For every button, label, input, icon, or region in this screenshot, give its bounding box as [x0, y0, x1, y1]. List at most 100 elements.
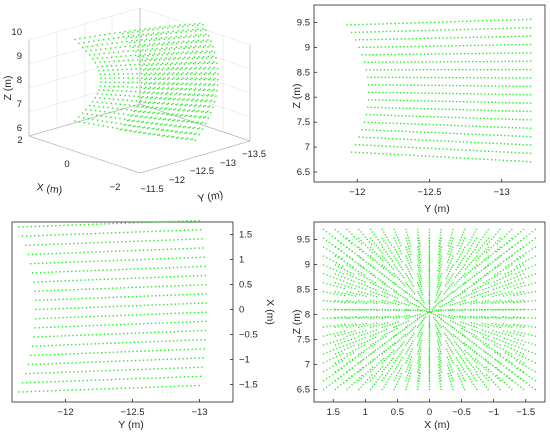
xz-point — [330, 317, 332, 319]
xz-point — [407, 292, 409, 294]
xz-point — [473, 292, 475, 294]
xz-point — [470, 301, 472, 303]
yx-point — [108, 315, 111, 317]
yx-point — [61, 243, 63, 245]
xz-point — [511, 379, 513, 382]
yx-point — [100, 324, 102, 326]
3d-point — [118, 60, 120, 62]
xz-point — [370, 379, 372, 382]
xz-point — [356, 371, 358, 373]
yz-point — [367, 84, 370, 86]
yz-point — [472, 60, 474, 63]
yz-point — [424, 29, 427, 32]
yz-point — [522, 152, 524, 154]
xz-point — [428, 366, 431, 368]
xz-point — [363, 341, 366, 344]
3d-point — [176, 130, 178, 133]
3d-point — [175, 68, 177, 70]
xz-point — [487, 301, 489, 304]
3d-point — [141, 82, 143, 84]
xz-point — [499, 326, 501, 328]
xz-point — [456, 261, 458, 263]
yx-point — [27, 363, 30, 366]
xz-point — [406, 333, 409, 336]
xz-point — [428, 333, 431, 335]
yx-point — [156, 349, 158, 352]
3d-point — [148, 73, 150, 76]
3d-point — [185, 87, 188, 90]
xz-point — [393, 264, 395, 266]
xz-point — [355, 285, 357, 287]
xz-point — [381, 362, 383, 364]
yx-point — [202, 247, 204, 249]
xz-point — [405, 308, 407, 311]
xz-point — [398, 315, 400, 317]
xz-point — [428, 359, 431, 362]
xz-point — [367, 371, 369, 373]
xz-point — [451, 359, 453, 362]
yx-point — [74, 307, 76, 309]
3d-point — [142, 111, 145, 113]
yx-point — [166, 322, 168, 324]
yx-point — [81, 288, 83, 291]
yz-point — [500, 44, 502, 46]
3d-point — [204, 88, 206, 90]
xz-point — [408, 256, 411, 258]
xz-point — [498, 369, 500, 371]
xz-point — [464, 299, 466, 302]
yz-point — [396, 146, 399, 148]
yz-point — [381, 61, 384, 63]
yx-point — [66, 380, 68, 382]
3d-point — [208, 73, 210, 75]
3d-point — [131, 120, 134, 122]
xz-point — [355, 293, 358, 295]
xz-point — [424, 316, 426, 319]
xz-point — [497, 377, 499, 379]
yx-point — [170, 303, 173, 305]
3d-point — [206, 50, 208, 52]
xz-point — [464, 255, 466, 257]
xz-point — [397, 321, 399, 323]
yz-point — [490, 126, 492, 128]
3d-point — [207, 39, 209, 41]
xz-point — [402, 268, 404, 271]
yz-point — [461, 149, 463, 151]
3d-point — [101, 101, 103, 104]
xz-point — [407, 325, 409, 327]
yx-point — [22, 226, 24, 228]
xz-point — [380, 287, 382, 289]
xz-point — [531, 334, 533, 336]
xz-point — [480, 340, 482, 342]
xz-point — [391, 373, 393, 375]
xz-point — [446, 283, 448, 285]
yz-point — [401, 154, 403, 156]
xz-point — [420, 348, 422, 350]
yx-point — [169, 385, 172, 388]
yx-point — [62, 298, 64, 300]
3d-point — [207, 35, 210, 37]
yx-point — [171, 230, 173, 232]
yx-x-axis-label: Y (m) — [118, 419, 143, 431]
yz-point — [489, 134, 491, 136]
xz-point — [388, 255, 390, 258]
xz-point — [469, 378, 471, 380]
yx-point — [34, 262, 36, 265]
yz-point — [390, 114, 393, 117]
yz-point — [438, 148, 440, 150]
3d-point — [106, 65, 108, 67]
yz-point — [480, 109, 482, 111]
xz-point — [360, 264, 362, 266]
xz-point — [485, 377, 487, 379]
yz-point — [486, 60, 488, 63]
xz-point — [346, 299, 348, 302]
xz-point — [326, 274, 328, 276]
3d-point — [185, 42, 188, 44]
xz-point — [513, 357, 516, 359]
yz-point — [447, 69, 450, 71]
yx-point — [103, 361, 105, 363]
yx-point — [119, 278, 121, 280]
yx-point — [162, 322, 164, 324]
xz-point — [370, 291, 372, 293]
yz-point — [471, 133, 473, 135]
xz-point — [367, 316, 369, 319]
